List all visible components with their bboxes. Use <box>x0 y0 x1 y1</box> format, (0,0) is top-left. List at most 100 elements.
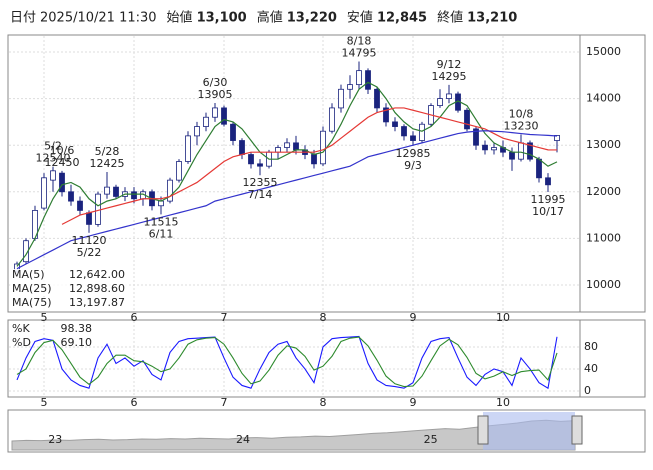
candle-body <box>338 88 344 109</box>
legend-value: 12,642.00 <box>69 268 125 281</box>
annotation-price: 11120 <box>72 234 107 247</box>
candle-body <box>86 212 92 225</box>
candle-body <box>212 107 218 118</box>
y-tick-label: 13000 <box>586 138 621 151</box>
annotation-price: 14795 <box>342 47 377 60</box>
candle-body <box>401 126 407 137</box>
annotation-date: 5/22 <box>77 246 102 259</box>
candle-body <box>464 109 470 130</box>
candle-body <box>59 172 65 193</box>
x-tick-label: 8 <box>320 396 327 409</box>
annotation-price: 12355 <box>243 176 278 189</box>
annotation-price: 11995 <box>531 193 566 206</box>
candle-body <box>77 200 83 211</box>
legend-label: MA(5) <box>12 268 45 281</box>
candle-body <box>176 161 182 181</box>
annotation-date: 9/3 <box>404 159 422 172</box>
annotation-date: 8/18 <box>347 35 372 48</box>
header-value: 13,210 <box>467 11 517 26</box>
annotation-price: 13230 <box>504 119 539 132</box>
candle-body <box>275 147 281 153</box>
navigator-handle-right[interactable] <box>571 415 583 445</box>
annotation-price: 12450 <box>45 156 80 169</box>
navigator-label: 25 <box>424 433 438 446</box>
candle-body <box>257 163 263 167</box>
x-tick-label: 5 <box>41 396 48 409</box>
candle-body <box>473 128 479 146</box>
legend-value: 98.38 <box>61 322 93 335</box>
candle-body <box>95 193 101 225</box>
x-tick-label: 5 <box>41 311 48 324</box>
annotation-date: 6/30 <box>203 76 228 89</box>
annotation-date: 5/28 <box>95 145 120 158</box>
legend-value: 12,898.60 <box>69 282 125 295</box>
candle-body <box>41 177 47 209</box>
candle-body <box>113 186 119 197</box>
legend-box <box>10 269 128 282</box>
annotation-date: 10/17 <box>532 205 564 218</box>
candle-body <box>356 70 362 86</box>
candle-body <box>221 107 227 125</box>
x-tick-label: 9 <box>410 311 417 324</box>
annotation-price: 11515 <box>144 215 179 228</box>
candle-body <box>527 142 533 160</box>
candle-body <box>131 191 137 200</box>
navigator-selection[interactable] <box>483 412 575 450</box>
legend-label: MA(75) <box>12 296 52 309</box>
candle-body <box>248 154 254 165</box>
header-value: 2025/10/21 11:30 <box>40 11 157 26</box>
annotation-date: 9/12 <box>437 58 462 71</box>
x-tick-label: 7 <box>221 311 228 324</box>
navigator-handle-left[interactable] <box>477 415 489 445</box>
candle-body <box>383 107 389 123</box>
annotation-date: 7/14 <box>248 188 273 201</box>
header-value: 13,220 <box>287 11 337 26</box>
legend-label: %D <box>12 336 31 349</box>
candle-body <box>536 158 542 179</box>
candle-body <box>293 142 299 151</box>
y-tick-label: 14000 <box>586 92 621 105</box>
x-tick-label: 10 <box>496 311 510 324</box>
y-tick-label: 0 <box>584 384 591 397</box>
header-label: 終値 <box>437 10 463 26</box>
annotation-date: 10/6 <box>50 144 75 157</box>
ma-line <box>16 130 558 270</box>
candle-body <box>518 142 524 160</box>
x-tick-label: 9 <box>410 396 417 409</box>
annotation-date: 6/11 <box>149 227 174 240</box>
annotation-price: 14295 <box>432 70 467 83</box>
annotation-price: 12425 <box>90 157 125 170</box>
navigator-label: 23 <box>48 433 62 446</box>
x-tick-label: 7 <box>221 396 228 409</box>
candle-body <box>491 147 497 151</box>
candle-body <box>230 123 236 141</box>
candle-body <box>185 135 191 162</box>
candle-body <box>392 121 398 127</box>
candle-body <box>509 151 515 160</box>
header-label: 安値 <box>347 10 373 26</box>
y-tick-label: 12000 <box>586 185 621 198</box>
candle-body <box>482 144 488 151</box>
candle-body <box>446 93 452 100</box>
annotation-price: 12985 <box>396 147 431 160</box>
header-value: 13,100 <box>197 11 247 26</box>
navigator-label: 24 <box>236 433 250 446</box>
y-tick-label: 11000 <box>586 231 621 244</box>
stochastic-line <box>16 336 558 388</box>
candle-body <box>437 98 443 106</box>
y-tick-label: 80 <box>584 340 598 353</box>
annotation-date: 10/8 <box>509 107 534 120</box>
annotation-price: 13905 <box>198 88 233 101</box>
legend-label: %K <box>12 322 30 335</box>
candle-body <box>311 154 317 165</box>
stochastic-line <box>16 335 558 390</box>
candle-body <box>239 140 245 155</box>
legend-label: MA(25) <box>12 282 52 295</box>
candle-body <box>347 84 353 90</box>
ma-line <box>61 107 558 225</box>
candle-body <box>329 107 335 132</box>
candle-body <box>203 116 209 127</box>
annotation-price: 12540 <box>36 152 71 165</box>
legend-box <box>10 297 128 310</box>
